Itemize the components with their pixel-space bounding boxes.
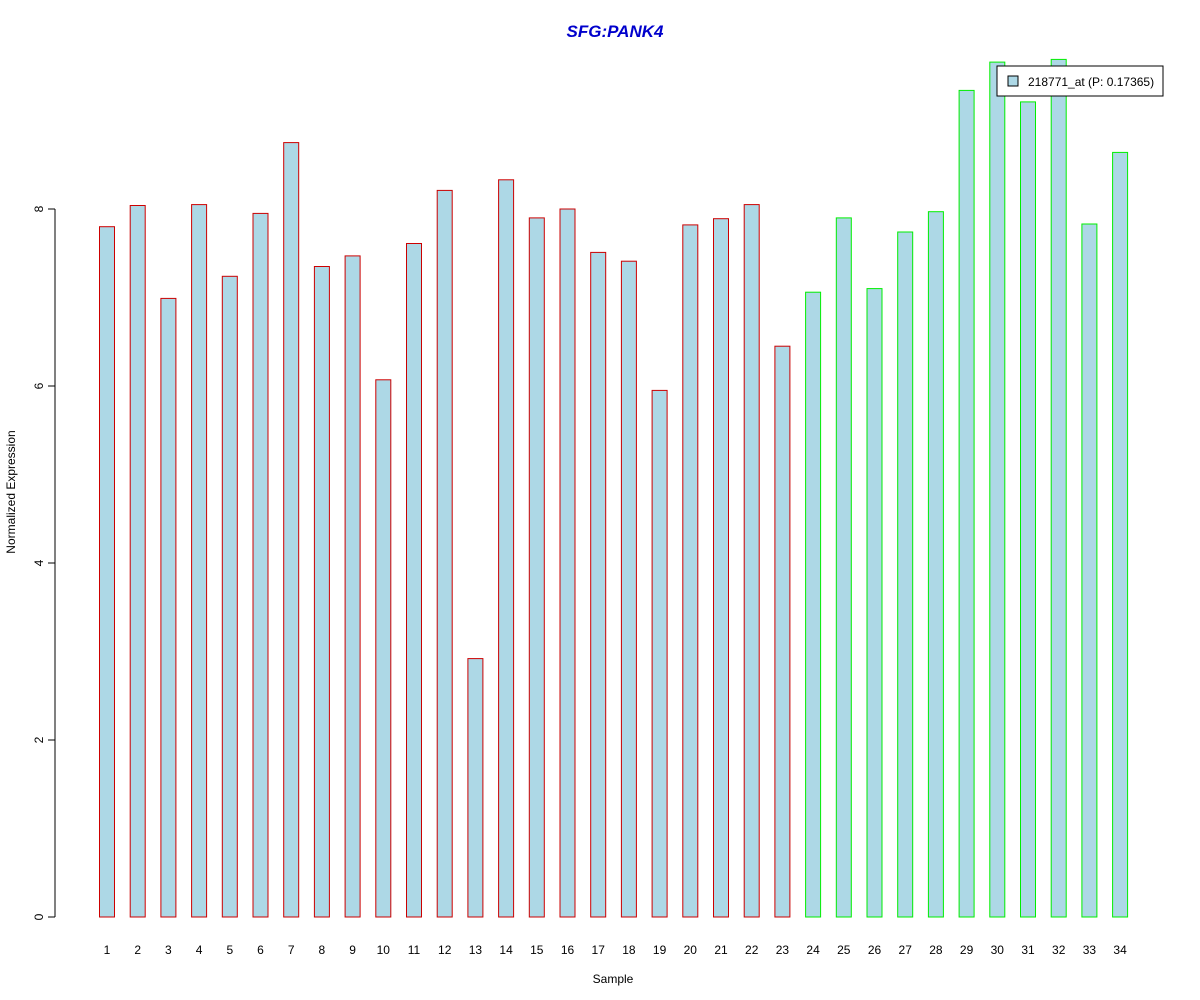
bar-sample-6 — [252, 212, 269, 918]
x-tick-label-3: 3 — [165, 943, 172, 957]
bar-sample-2 — [129, 205, 146, 918]
x-tick-label-30: 30 — [991, 943, 1005, 957]
bar-sample-22 — [743, 204, 760, 918]
bar-sample-26 — [866, 288, 883, 918]
x-tick-label-27: 27 — [899, 943, 913, 957]
bar-sample-17 — [590, 251, 607, 918]
x-tick-label-22: 22 — [745, 943, 759, 957]
bar-sample-18 — [620, 260, 637, 918]
bar-sample-19 — [651, 389, 668, 918]
x-tick-label-20: 20 — [684, 943, 698, 957]
x-tick-label-31: 31 — [1021, 943, 1035, 957]
bar-sample-21 — [713, 218, 729, 918]
bars-group — [99, 58, 1129, 918]
legend-label: 218771_at (P: 0.17365) — [1028, 75, 1154, 89]
y-tick-label-0: 0 — [32, 913, 46, 920]
x-tick-label-6: 6 — [257, 943, 264, 957]
bar-sample-31 — [1020, 101, 1036, 918]
bar-sample-33 — [1081, 223, 1098, 918]
x-tick-label-4: 4 — [196, 943, 203, 957]
bar-sample-24 — [805, 291, 822, 918]
bar-sample-30 — [989, 61, 1006, 918]
bar-sample-7 — [283, 142, 300, 918]
x-tick-label-19: 19 — [653, 943, 667, 957]
x-tick-label-26: 26 — [868, 943, 882, 957]
x-tick-label-12: 12 — [438, 943, 452, 957]
bar-sample-16 — [559, 208, 576, 918]
y-tick-label-8: 8 — [32, 205, 46, 212]
x-tick-label-8: 8 — [319, 943, 326, 957]
bar-sample-25 — [835, 217, 852, 918]
x-tick-label-18: 18 — [622, 943, 636, 957]
x-tick-label-23: 23 — [776, 943, 790, 957]
x-tick-label-17: 17 — [592, 943, 606, 957]
bar-sample-20 — [682, 224, 699, 918]
bar-sample-29 — [958, 89, 975, 918]
chart-title: SFG:PANK4 — [567, 22, 665, 41]
x-tick-label-10: 10 — [377, 943, 391, 957]
x-tick-label-25: 25 — [837, 943, 851, 957]
x-tick-label-28: 28 — [929, 943, 943, 957]
x-tick-label-21: 21 — [714, 943, 728, 957]
bar-sample-23 — [774, 345, 791, 918]
y-tick-label-6: 6 — [32, 382, 46, 389]
bar-sample-32 — [1050, 58, 1067, 918]
y-tick-label-4: 4 — [32, 559, 46, 566]
y-axis-title: Normalized Expression — [4, 430, 18, 553]
bar-sample-8 — [313, 266, 330, 918]
bar-sample-13 — [467, 658, 484, 918]
x-tick-label-1: 1 — [104, 943, 111, 957]
legend-box — [996, 65, 1164, 97]
x-tick-label-2: 2 — [134, 943, 141, 957]
x-tick-label-15: 15 — [530, 943, 544, 957]
legend: 218771_at (P: 0.17365) — [996, 65, 1164, 97]
bar-sample-12 — [436, 189, 453, 918]
x-tick-label-24: 24 — [806, 943, 820, 957]
x-tick-label-29: 29 — [960, 943, 974, 957]
x-tick-label-9: 9 — [349, 943, 356, 957]
y-axis: 0 2 4 6 8 — [32, 205, 56, 920]
bar-sample-14 — [498, 179, 515, 918]
bar-sample-28 — [927, 211, 944, 918]
legend-swatch — [1007, 75, 1019, 87]
x-tick-label-16: 16 — [561, 943, 575, 957]
x-axis-title: Sample — [593, 972, 634, 986]
y-tick-label-2: 2 — [32, 736, 46, 743]
bar-sample-3 — [160, 297, 177, 918]
bar-sample-34 — [1112, 151, 1129, 918]
x-tick-label-7: 7 — [288, 943, 295, 957]
bar-sample-11 — [406, 243, 422, 918]
bar-sample-15 — [528, 217, 545, 918]
bar-sample-9 — [344, 255, 361, 918]
x-tick-label-14: 14 — [499, 943, 513, 957]
x-tick-label-13: 13 — [469, 943, 483, 957]
x-tick-label-33: 33 — [1083, 943, 1097, 957]
x-tick-label-34: 34 — [1113, 943, 1127, 957]
x-tick-label-32: 32 — [1052, 943, 1066, 957]
x-tick-label-11: 11 — [408, 943, 421, 957]
x-tick-label-5: 5 — [226, 943, 233, 957]
bar-sample-10 — [375, 379, 392, 918]
bar-sample-1 — [99, 226, 115, 918]
x-axis-labels: 1 2 3 4 5 6 7 8 9 10 11 12 13 14 15 16 17 18 19 20 21 22 23 24 2… — [104, 943, 1127, 957]
bar-sample-4 — [191, 204, 208, 918]
bar-sample-5 — [221, 275, 238, 918]
bar-sample-27 — [897, 231, 914, 918]
